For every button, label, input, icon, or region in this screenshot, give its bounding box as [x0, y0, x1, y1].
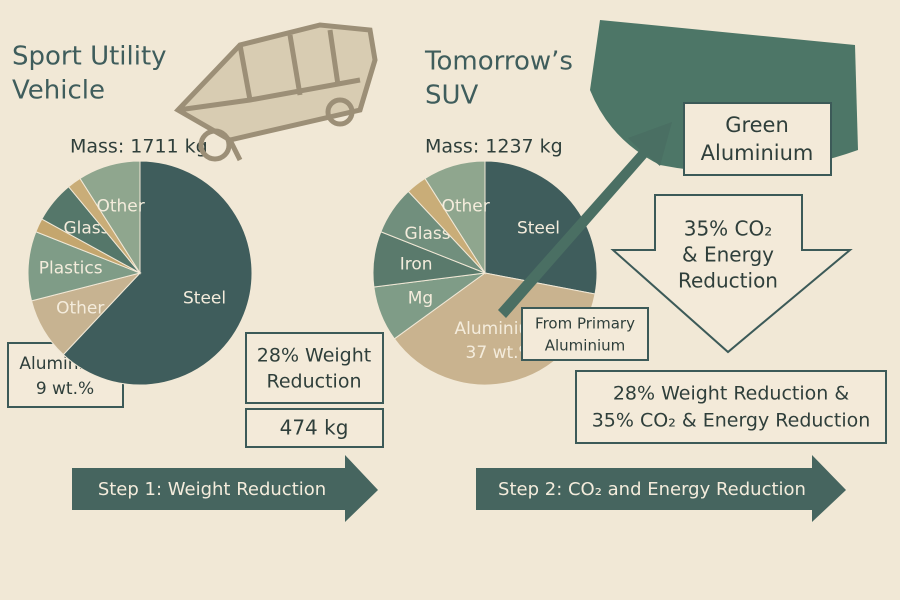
step-arrow	[72, 455, 378, 522]
step-label: Step 1: Weight Reduction	[98, 479, 326, 500]
slice-label: Steel	[183, 289, 226, 309]
pie-slice	[484, 160, 598, 295]
car-frame	[173, 22, 378, 162]
down-arrow-text: & Energy	[682, 243, 774, 267]
slice-label: Mg	[408, 289, 433, 309]
down-arrow-text: 35% CO₂	[684, 217, 773, 241]
slice-label: Other	[96, 196, 144, 216]
step-label: Step 2: CO₂ and Energy Reduction	[498, 479, 806, 500]
slice-value-label: 37 wt.%	[466, 343, 535, 363]
green-text: Aluminium	[701, 141, 814, 165]
title-line: Vehicle	[12, 76, 105, 106]
pie-slice	[79, 160, 141, 275]
down-arrow	[610, 194, 853, 354]
slice-label: Iron	[400, 254, 433, 274]
slice-label: Other	[441, 196, 489, 216]
slice-label: Plastics	[39, 259, 103, 279]
green-text: Green	[725, 113, 789, 137]
callout-text: 9 wt.%	[36, 379, 94, 399]
pie-slice	[424, 160, 486, 275]
reduction-box	[245, 332, 384, 404]
reduction-text: 28% Weight	[257, 345, 371, 367]
saved-text: 474 kg	[280, 416, 349, 440]
mass-label: Mass: 1237 kg	[425, 136, 563, 158]
title-line: Tomorrow’s	[424, 47, 573, 77]
slice-label: Glass	[63, 219, 109, 239]
title-line: Sport Utility	[12, 42, 167, 72]
step-arrow	[476, 455, 846, 522]
reduction-text: Reduction	[267, 371, 362, 393]
summary-box	[575, 370, 887, 444]
down-arrow-text: Reduction	[678, 269, 778, 293]
title-line: SUV	[425, 81, 479, 111]
pie-slice	[62, 160, 253, 386]
diagonal-arrow	[498, 122, 672, 318]
slice-label: Glass	[405, 224, 451, 244]
slice-label: Steel	[517, 219, 560, 239]
mass-label: Mass: 1711 kg	[70, 136, 208, 158]
summary-text: 28% Weight Reduction &	[613, 383, 850, 405]
callout-text: From Primary	[535, 315, 635, 333]
slice-label: Other	[56, 298, 104, 318]
summary-text: 35% CO₂ & Energy Reduction	[592, 410, 871, 432]
green-box	[683, 102, 832, 176]
saved-box	[245, 408, 384, 448]
callout-box	[521, 307, 649, 361]
callout-text: Aluminium	[545, 337, 626, 355]
